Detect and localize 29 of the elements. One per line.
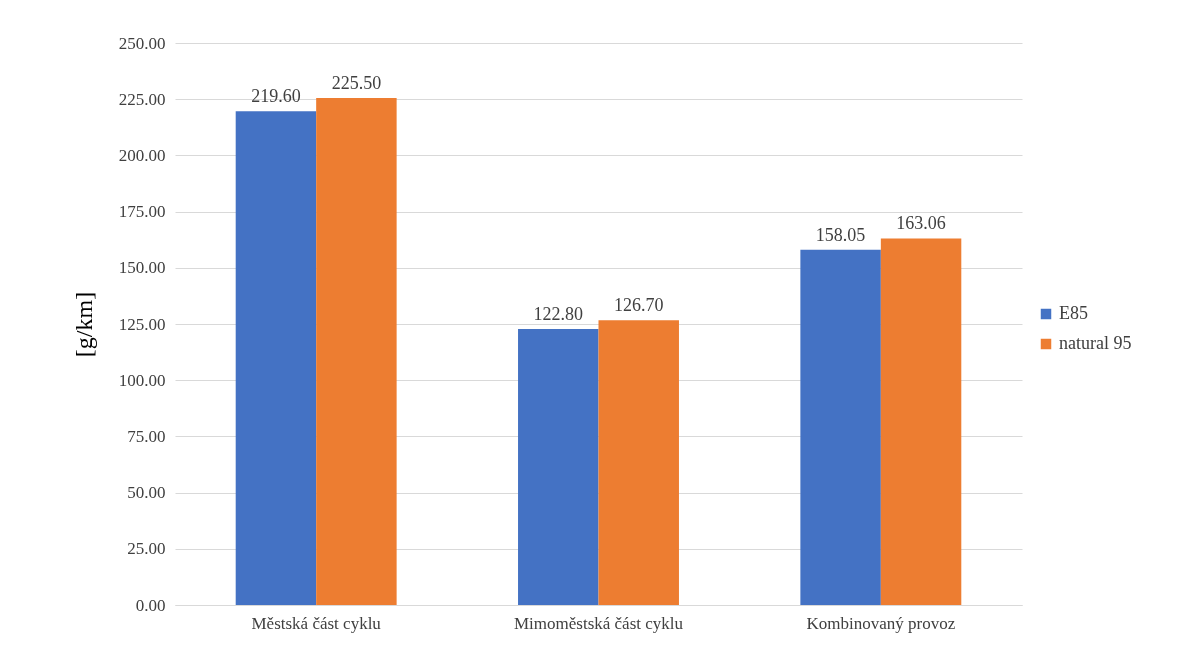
y-tick-label: 225.00 [118,89,166,109]
y-tick-label: 200.00 [118,145,166,165]
y-tick-label: 150.00 [118,258,166,278]
bar [598,320,679,605]
data-label: 158.05 [815,224,866,245]
y-axis-title: [g/km] [70,291,97,358]
bar [880,238,962,605]
y-tick-label: 100.00 [118,370,166,390]
bar [316,98,397,605]
y-tick-label: 0.00 [135,595,166,615]
legend-label: natural 95 [1059,333,1132,353]
x-tick-label: Městská část cyklu [251,613,382,633]
y-tick-label: 75.00 [127,426,166,446]
x-tick-label: Mimoměstská část cyklu [513,613,684,633]
y-tick-label: 50.00 [127,483,166,503]
data-label: 219.60 [251,86,301,107]
y-tick-label: 250.00 [118,33,166,53]
data-label: 126.70 [613,295,664,316]
legend-label: E85 [1059,303,1088,323]
bar [800,249,881,605]
bar [518,328,599,605]
y-tick-label: 125.00 [118,314,166,334]
data-label: 163.06 [896,213,946,234]
y-tick-label: 175.00 [118,202,166,222]
y-tick-label: 25.00 [127,539,166,559]
x-tick-label: Kombinovaný provoz [806,613,956,633]
data-label: 225.50 [331,73,382,94]
bar [235,111,317,605]
data-label: 122.80 [533,303,584,324]
